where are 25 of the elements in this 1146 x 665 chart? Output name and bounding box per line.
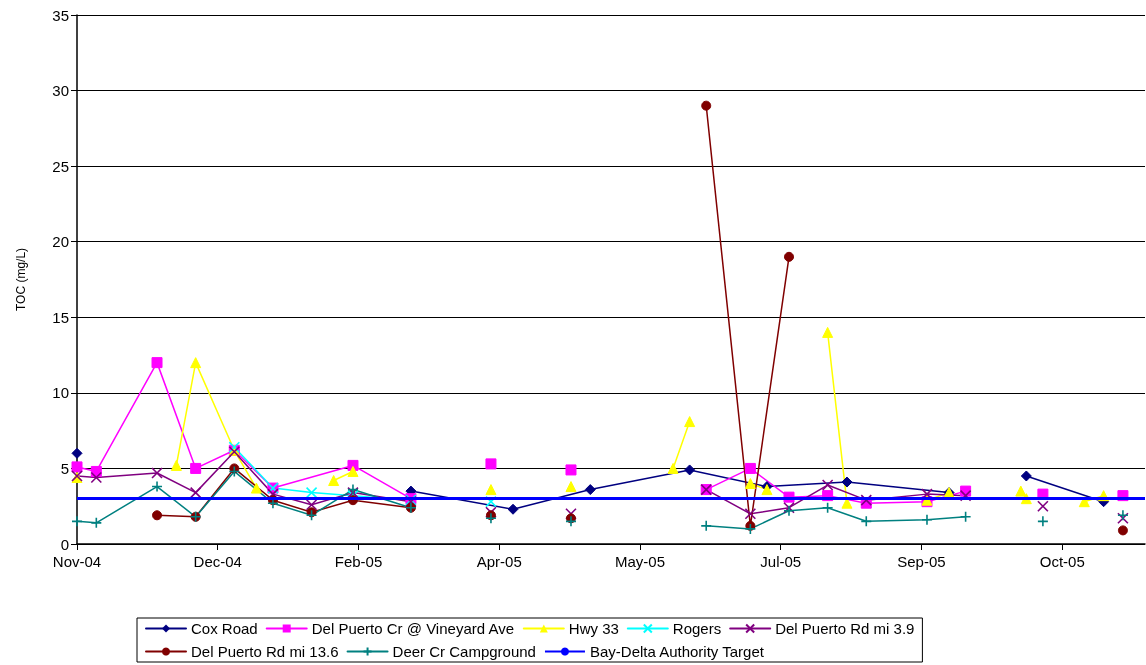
legend-label: Rogers	[672, 620, 722, 637]
legend-label: Del Puerto Cr @ Vineyard Ave	[311, 620, 514, 637]
y-tick-label: 30	[52, 82, 69, 100]
legend-label: Hwy 33	[568, 620, 619, 637]
legend-label: Del Puerto Rd mi 13.6	[191, 643, 339, 660]
x-tick-label: May-05	[614, 553, 665, 570]
x-tick-label: Dec-04	[193, 553, 242, 570]
legend-label: Bay-Delta Authority Target	[589, 643, 765, 660]
x-tick-label: Jul-05	[760, 553, 802, 570]
y-axis-title: TOC (mg/L)	[14, 247, 28, 312]
y-tick-label: 5	[60, 459, 69, 477]
x-tick-label: Oct-05	[1039, 553, 1085, 570]
y-tick-label: 0	[60, 535, 69, 553]
x-tick-label: Nov-04	[52, 553, 102, 570]
legend-label: Deer Cr Campground	[392, 643, 536, 660]
y-tick-label: 20	[52, 233, 69, 251]
x-tick-label: Sep-05	[897, 553, 946, 570]
y-tick-label: 25	[52, 157, 69, 175]
legend-label: Cox Road	[191, 620, 258, 637]
y-tick-label: 10	[52, 384, 69, 402]
x-tick-label: Apr-05	[476, 553, 522, 570]
y-tick-label: 15	[52, 308, 69, 326]
legend-label: Del Puerto Rd mi 3.9	[775, 620, 915, 637]
y-tick-label: 35	[52, 6, 69, 24]
x-tick-label: Feb-05	[334, 553, 383, 570]
